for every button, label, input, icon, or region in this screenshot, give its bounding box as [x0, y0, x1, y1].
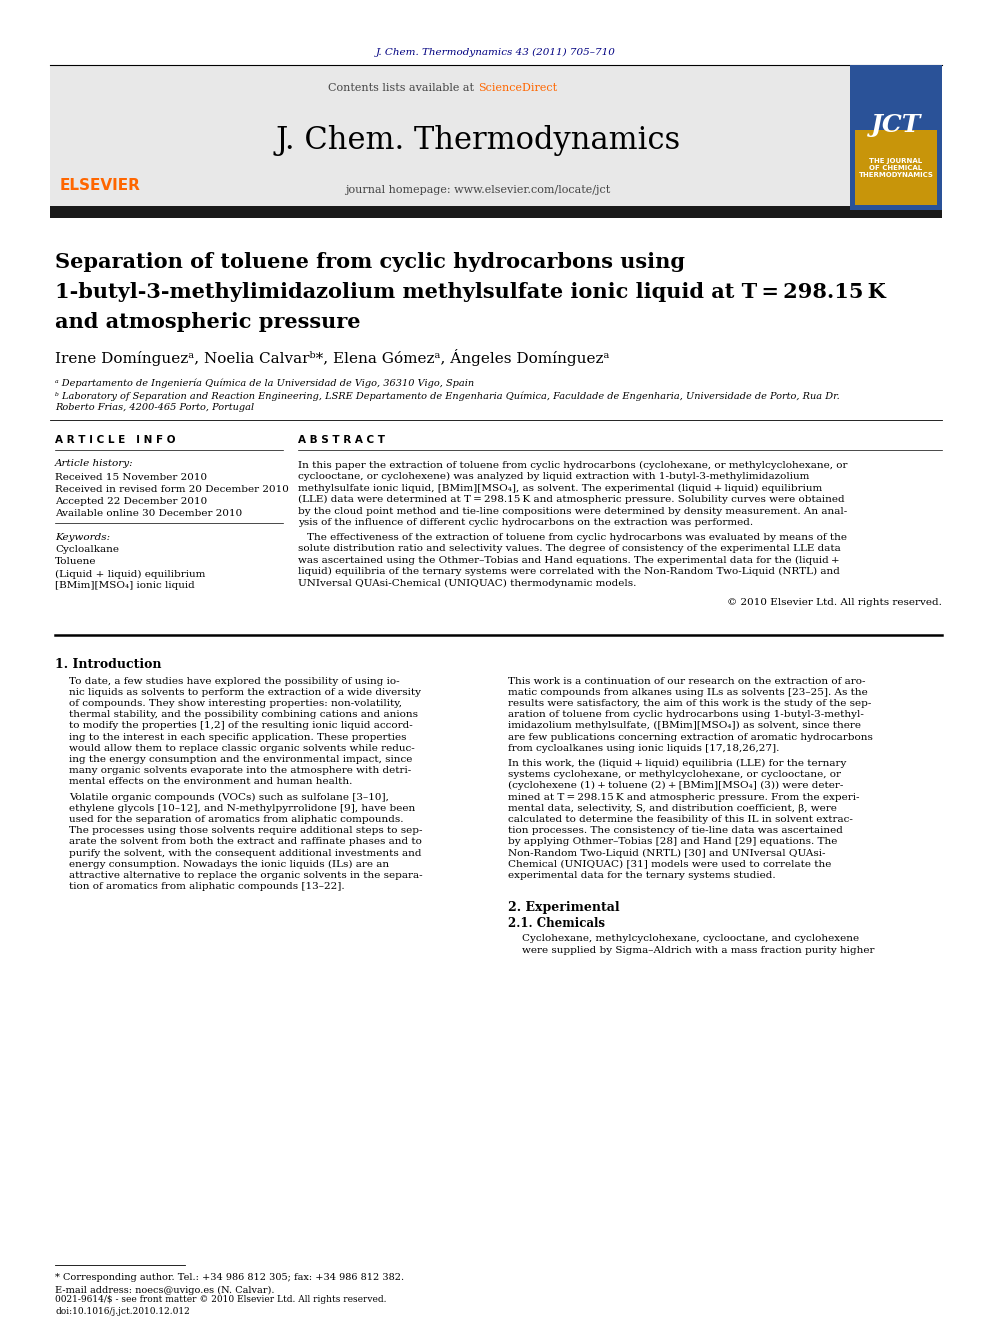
Text: from cycloalkanes using ionic liquids [17,18,26,27].: from cycloalkanes using ionic liquids [1…: [508, 744, 780, 753]
Text: In this paper the extraction of toluene from cyclic hydrocarbons (cyclohexane, o: In this paper the extraction of toluene …: [298, 460, 847, 470]
Text: many organic solvents evaporate into the atmosphere with detri-: many organic solvents evaporate into the…: [69, 766, 412, 775]
Text: Non-Random Two-Liquid (NRTL) [30] and UNIversal QUAsi-: Non-Random Two-Liquid (NRTL) [30] and UN…: [508, 848, 825, 857]
Text: tion processes. The consistency of tie-line data was ascertained: tion processes. The consistency of tie-l…: [508, 826, 843, 835]
Text: Chemical (UNIQUAC) [31] models were used to correlate the: Chemical (UNIQUAC) [31] models were used…: [508, 860, 831, 869]
Text: results were satisfactory, the aim of this work is the study of the sep-: results were satisfactory, the aim of th…: [508, 699, 871, 708]
Text: nic liquids as solvents to perform the extraction of a wide diversity: nic liquids as solvents to perform the e…: [69, 688, 421, 697]
Text: arate the solvent from both the extract and raffinate phases and to: arate the solvent from both the extract …: [69, 837, 422, 847]
Text: used for the separation of aromatics from aliphatic compounds.: used for the separation of aromatics fro…: [69, 815, 404, 824]
Text: systems cyclohexane, or methylcyclohexane, or cyclooctane, or: systems cyclohexane, or methylcyclohexan…: [508, 770, 841, 779]
Text: Keywords:: Keywords:: [55, 532, 110, 541]
Text: ᵃ Departamento de Ingeniería Química de la Universidad de Vigo, 36310 Vigo, Spai: ᵃ Departamento de Ingeniería Química de …: [55, 378, 474, 388]
Text: purify the solvent, with the consequent additional investments and: purify the solvent, with the consequent …: [69, 848, 422, 857]
Text: Cyclohexane, methylcyclohexane, cyclooctane, and cyclohexene: Cyclohexane, methylcyclohexane, cyclooct…: [522, 934, 859, 943]
Text: To date, a few studies have explored the possibility of using io-: To date, a few studies have explored the…: [69, 676, 400, 685]
Text: solute distribution ratio and selectivity values. The degree of consistency of t: solute distribution ratio and selectivit…: [298, 544, 841, 553]
Text: and atmospheric pressure: and atmospheric pressure: [55, 312, 360, 332]
Text: were supplied by Sigma–Aldrich with a mass fraction purity higher: were supplied by Sigma–Aldrich with a ma…: [522, 946, 875, 954]
Bar: [50, 65, 942, 210]
Text: A B S T R A C T: A B S T R A C T: [298, 435, 385, 445]
Text: Toluene: Toluene: [55, 557, 96, 566]
Text: 2.1. Chemicals: 2.1. Chemicals: [508, 917, 605, 930]
Text: Received 15 November 2010: Received 15 November 2010: [55, 472, 207, 482]
Text: ScienceDirect: ScienceDirect: [478, 83, 558, 93]
Text: tion of aromatics from aliphatic compounds [13–22].: tion of aromatics from aliphatic compoun…: [69, 882, 344, 892]
Text: matic compounds from alkanes using ILs as solvents [23–25]. As the: matic compounds from alkanes using ILs a…: [508, 688, 868, 697]
Bar: [850, 65, 942, 210]
Text: Roberto Frias, 4200-465 Porto, Portugal: Roberto Frias, 4200-465 Porto, Portugal: [55, 404, 254, 413]
Text: ELSEVIER: ELSEVIER: [60, 177, 141, 193]
Text: Separation of toluene from cyclic hydrocarbons using: Separation of toluene from cyclic hydroc…: [55, 251, 685, 273]
Text: journal homepage: www.elsevier.com/locate/jct: journal homepage: www.elsevier.com/locat…: [345, 185, 611, 194]
Text: (Liquid + liquid) equilibrium: (Liquid + liquid) equilibrium: [55, 569, 205, 578]
Text: Irene Domínguezᵃ, Noelia Calvarᵇ*, Elena Gómezᵃ, Ángeles Domínguezᵃ: Irene Domínguezᵃ, Noelia Calvarᵇ*, Elena…: [55, 349, 609, 366]
Text: to modify the properties [1,2] of the resulting ionic liquid accord-: to modify the properties [1,2] of the re…: [69, 721, 413, 730]
Text: Cycloalkane: Cycloalkane: [55, 545, 119, 554]
Text: liquid) equilibria of the ternary systems were correlated with the Non-Random Tw: liquid) equilibria of the ternary system…: [298, 568, 840, 576]
Text: thermal stability, and the possibility combining cations and anions: thermal stability, and the possibility c…: [69, 710, 418, 720]
Text: of compounds. They show interesting properties: non-volatility,: of compounds. They show interesting prop…: [69, 699, 402, 708]
Text: Accepted 22 December 2010: Accepted 22 December 2010: [55, 496, 207, 505]
Text: E-mail address: noecs@uvigo.es (N. Calvar).: E-mail address: noecs@uvigo.es (N. Calva…: [55, 1286, 275, 1295]
Text: JCT: JCT: [871, 112, 922, 138]
Text: (cyclohexene (1) + toluene (2) + [BMim][MSO₄] (3)) were deter-: (cyclohexene (1) + toluene (2) + [BMim][…: [508, 782, 843, 790]
Text: This work is a continuation of our research on the extraction of aro-: This work is a continuation of our resea…: [508, 676, 865, 685]
Text: A R T I C L E   I N F O: A R T I C L E I N F O: [55, 435, 176, 445]
Text: mental data, selectivity, S, and distribution coefficient, β, were: mental data, selectivity, S, and distrib…: [508, 803, 837, 812]
Bar: [50, 206, 942, 218]
Text: ing the energy consumption and the environmental impact, since: ing the energy consumption and the envir…: [69, 755, 413, 763]
Text: THE JOURNAL
OF CHEMICAL
THERMODYNAMICS: THE JOURNAL OF CHEMICAL THERMODYNAMICS: [858, 157, 933, 179]
Text: In this work, the (liquid + liquid) equilibria (LLE) for the ternary: In this work, the (liquid + liquid) equi…: [508, 759, 846, 767]
Text: 2. Experimental: 2. Experimental: [508, 901, 620, 914]
Bar: [855, 130, 937, 205]
Text: Volatile organic compounds (VOCs) such as sulfolane [3–10],: Volatile organic compounds (VOCs) such a…: [69, 792, 389, 802]
Text: (LLE) data were determined at T = 298.15 K and atmospheric pressure. Solubility : (LLE) data were determined at T = 298.15…: [298, 495, 844, 504]
Text: attractive alternative to replace the organic solvents in the separa-: attractive alternative to replace the or…: [69, 871, 423, 880]
Text: methylsulfate ionic liquid, [BMim][MSO₄], as solvent. The experimental (liquid +: methylsulfate ionic liquid, [BMim][MSO₄]…: [298, 483, 822, 492]
Text: was ascertained using the Othmer–Tobias and Hand equations. The experimental dat: was ascertained using the Othmer–Tobias …: [298, 556, 839, 565]
Text: ethylene glycols [10–12], and N-methylpyrrolidone [9], have been: ethylene glycols [10–12], and N-methylpy…: [69, 803, 416, 812]
Text: UNIversal QUAsi-Chemical (UNIQUAC) thermodynamic models.: UNIversal QUAsi-Chemical (UNIQUAC) therm…: [298, 578, 637, 587]
Text: Available online 30 December 2010: Available online 30 December 2010: [55, 508, 242, 517]
Text: doi:10.1016/j.jct.2010.12.012: doi:10.1016/j.jct.2010.12.012: [55, 1307, 189, 1316]
Text: The effectiveness of the extraction of toluene from cyclic hydrocarbons was eval: The effectiveness of the extraction of t…: [307, 532, 847, 541]
Text: The processes using those solvents require additional steps to sep-: The processes using those solvents requi…: [69, 826, 423, 835]
Text: energy consumption. Nowadays the ionic liquids (ILs) are an: energy consumption. Nowadays the ionic l…: [69, 860, 389, 869]
Text: ing to the interest in each specific application. These properties: ing to the interest in each specific app…: [69, 733, 407, 741]
Text: experimental data for the ternary systems studied.: experimental data for the ternary system…: [508, 871, 776, 880]
Text: would allow them to replace classic organic solvents while reduc-: would allow them to replace classic orga…: [69, 744, 415, 753]
Text: are few publications concerning extraction of aromatic hydrocarbons: are few publications concerning extracti…: [508, 733, 873, 741]
Text: Article history:: Article history:: [55, 459, 134, 468]
Text: [BMim][MSO₄] ionic liquid: [BMim][MSO₄] ionic liquid: [55, 582, 194, 590]
Text: 0021-9614/$ - see front matter © 2010 Elsevier Ltd. All rights reserved.: 0021-9614/$ - see front matter © 2010 El…: [55, 1295, 387, 1304]
Text: © 2010 Elsevier Ltd. All rights reserved.: © 2010 Elsevier Ltd. All rights reserved…: [727, 598, 942, 607]
Text: J. Chem. Thermodynamics: J. Chem. Thermodynamics: [276, 124, 681, 156]
Text: cyclooctane, or cyclohexene) was analyzed by liquid extraction with 1-butyl-3-me: cyclooctane, or cyclohexene) was analyze…: [298, 472, 809, 482]
Text: * Corresponding author. Tel.: +34 986 812 305; fax: +34 986 812 382.: * Corresponding author. Tel.: +34 986 81…: [55, 1274, 404, 1282]
Text: Contents lists available at: Contents lists available at: [328, 83, 478, 93]
Text: Received in revised form 20 December 2010: Received in revised form 20 December 201…: [55, 484, 289, 493]
Text: 1-butyl-3-methylimidazolium methylsulfate ionic liquid at T = 298.15 K: 1-butyl-3-methylimidazolium methylsulfat…: [55, 282, 886, 302]
Text: ysis of the influence of different cyclic hydrocarbons on the extraction was per: ysis of the influence of different cycli…: [298, 519, 753, 527]
Text: ᵇ Laboratory of Separation and Reaction Engineering, LSRE Departamento de Engenh: ᵇ Laboratory of Separation and Reaction …: [55, 392, 840, 401]
Text: imidazolium methylsulfate, ([BMim][MSO₄]) as solvent, since there: imidazolium methylsulfate, ([BMim][MSO₄]…: [508, 721, 861, 730]
Text: by the cloud point method and tie-line compositions were determined by density m: by the cloud point method and tie-line c…: [298, 507, 847, 516]
Text: calculated to determine the feasibility of this IL in solvent extrac-: calculated to determine the feasibility …: [508, 815, 853, 824]
Text: mined at T = 298.15 K and atmospheric pressure. From the experi-: mined at T = 298.15 K and atmospheric pr…: [508, 792, 859, 802]
Text: mental effects on the environment and human health.: mental effects on the environment and hu…: [69, 778, 352, 786]
Text: by applying Othmer–Tobias [28] and Hand [29] equations. The: by applying Othmer–Tobias [28] and Hand …: [508, 837, 837, 847]
Text: aration of toluene from cyclic hydrocarbons using 1-butyl-3-methyl-: aration of toluene from cyclic hydrocarb…: [508, 710, 864, 720]
Text: 1. Introduction: 1. Introduction: [55, 659, 162, 672]
Text: J. Chem. Thermodynamics 43 (2011) 705–710: J. Chem. Thermodynamics 43 (2011) 705–71…: [376, 48, 616, 57]
